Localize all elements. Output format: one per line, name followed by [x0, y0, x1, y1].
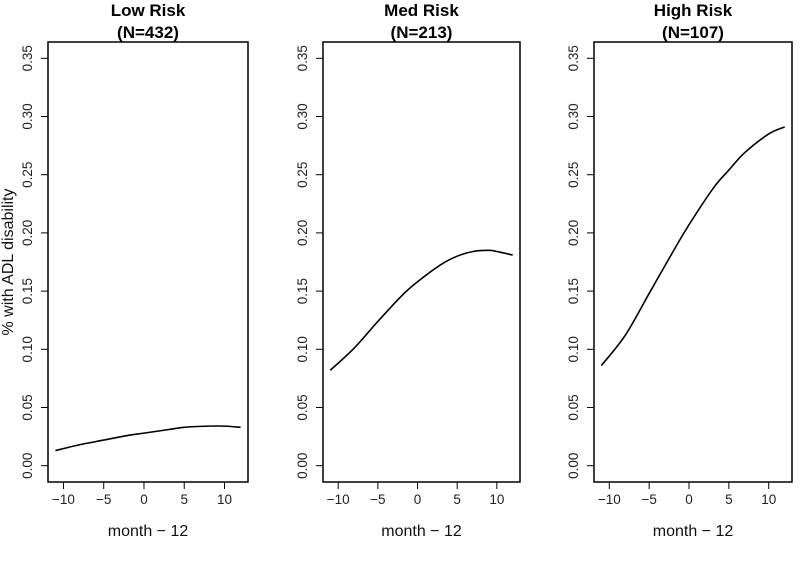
- x-tick-label: 0: [140, 492, 148, 507]
- y-tick-label: 0.20: [295, 220, 310, 246]
- x-tick-label: −10: [598, 492, 621, 507]
- x-tick-label: 10: [489, 492, 504, 507]
- y-tick-label: 0.20: [20, 220, 35, 246]
- y-tick-label: 0.00: [20, 453, 35, 479]
- plot-frame: [593, 41, 793, 483]
- y-tick-label: 0.30: [20, 103, 35, 129]
- y-tick-label: 0.10: [20, 336, 35, 362]
- panel-subtitle: (N=213): [391, 23, 453, 42]
- y-tick-label: 0.35: [295, 45, 310, 71]
- x-tick-label: 10: [761, 492, 776, 507]
- y-tick-label: 0.15: [295, 278, 310, 304]
- y-tick-label: 0.05: [566, 394, 581, 420]
- x-tick-label: 5: [180, 492, 188, 507]
- series-line-high-risk: [600, 126, 785, 367]
- x-tick-label: 10: [217, 492, 232, 507]
- x-axis-label: month − 12: [653, 523, 734, 540]
- x-tick-label: −10: [327, 492, 350, 507]
- y-tick-label: 0.05: [295, 394, 310, 420]
- x-tick-label: 0: [414, 492, 422, 507]
- y-tick-label: 0.00: [295, 453, 310, 479]
- x-tick-label: 5: [453, 492, 461, 507]
- y-tick-label: 0.15: [566, 278, 581, 304]
- y-tick-label: 0.30: [566, 103, 581, 129]
- y-tick-label: 0.30: [295, 103, 310, 129]
- y-tick-label: 0.25: [566, 162, 581, 188]
- panel-subtitle: (N=432): [117, 23, 179, 42]
- panel-subtitle: (N=107): [662, 23, 724, 42]
- y-tick-label: 0.10: [566, 336, 581, 362]
- series-line-med-risk: [329, 249, 513, 371]
- x-axis-label: month − 12: [381, 523, 462, 540]
- y-tick-label: 0.35: [20, 45, 35, 71]
- x-axis-label: month − 12: [108, 523, 189, 540]
- x-tick-label: −10: [52, 492, 75, 507]
- y-tick-label: 0.10: [295, 336, 310, 362]
- y-axis-label: % with ADL disability: [0, 188, 17, 335]
- x-tick-label: −5: [96, 492, 111, 507]
- y-tick-label: 0.20: [566, 220, 581, 246]
- plot-frame: [47, 41, 249, 483]
- x-tick-label: 5: [725, 492, 733, 507]
- plot-frame: [322, 41, 521, 483]
- series-line-low-risk: [55, 425, 241, 452]
- panel-title: Med Risk: [384, 1, 459, 20]
- panel-title: High Risk: [654, 1, 733, 20]
- y-tick-label: 0.35: [566, 45, 581, 71]
- y-tick-label: 0.25: [20, 162, 35, 188]
- panel-title: Low Risk: [111, 1, 186, 20]
- y-tick-label: 0.05: [20, 394, 35, 420]
- x-tick-label: −5: [641, 492, 656, 507]
- y-tick-label: 0.25: [295, 162, 310, 188]
- x-tick-label: −5: [370, 492, 385, 507]
- y-tick-label: 0.00: [566, 453, 581, 479]
- y-tick-label: 0.15: [20, 278, 35, 304]
- x-tick-label: 0: [685, 492, 693, 507]
